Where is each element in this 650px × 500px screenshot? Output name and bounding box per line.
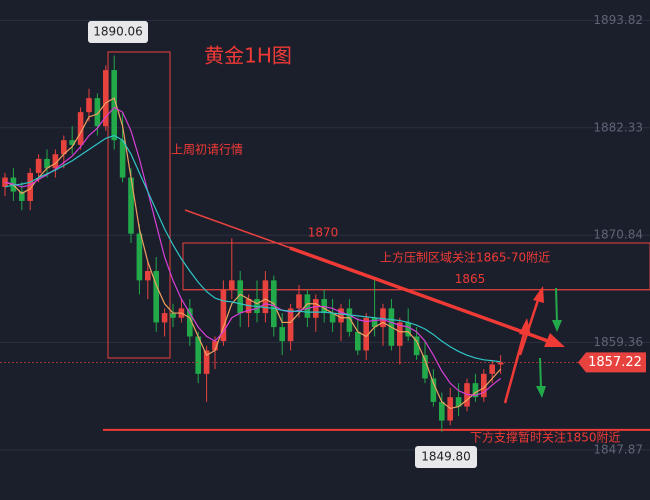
y-tick-label: 1847.87 xyxy=(593,442,643,456)
label-box xyxy=(415,446,477,468)
moving-average xyxy=(4,134,501,363)
arrow-head xyxy=(533,286,544,303)
candle-body xyxy=(455,397,462,407)
y-tick-label: 1870.84 xyxy=(593,228,643,242)
candle-body xyxy=(405,322,411,337)
resistance-label: 1865 xyxy=(455,272,486,286)
candle-body xyxy=(481,373,487,398)
candle-body xyxy=(187,308,193,337)
candle-body xyxy=(262,280,269,314)
y-tick-label: 1893.82 xyxy=(593,13,643,27)
trough-label: 1849.80 xyxy=(421,450,471,464)
price-tag xyxy=(578,352,646,373)
arrow-down xyxy=(555,287,558,323)
candle-body xyxy=(304,294,311,318)
candle-body xyxy=(203,350,210,374)
price-label: 1857.22 xyxy=(588,355,642,370)
candle-body xyxy=(279,327,285,342)
candle-body xyxy=(413,336,420,356)
candle-body xyxy=(145,271,151,281)
y-tick-label: 1859.36 xyxy=(593,335,643,349)
candle-body xyxy=(111,70,117,141)
candle-body xyxy=(212,341,218,351)
candle-body xyxy=(27,172,33,201)
candle-body xyxy=(355,331,361,351)
candle-body xyxy=(422,355,428,379)
candle-body xyxy=(161,313,168,323)
candle-body xyxy=(313,299,319,318)
candle-body xyxy=(472,383,479,398)
arrow-down xyxy=(539,357,542,389)
candle-body xyxy=(237,280,243,314)
candle-body xyxy=(371,317,378,328)
candle-body xyxy=(287,308,294,342)
arrow-head xyxy=(552,320,562,332)
candle-body xyxy=(430,378,437,402)
arrow-head xyxy=(544,333,565,347)
candle-body xyxy=(397,322,403,346)
candle-body xyxy=(439,401,445,421)
chart-title: 黄金1H图 xyxy=(204,44,292,68)
levels: 1870 1865 xyxy=(103,225,650,431)
candle-body xyxy=(77,112,84,145)
arrow-head xyxy=(536,386,546,398)
candle-body xyxy=(52,154,59,169)
candle-body xyxy=(35,158,42,173)
label-box xyxy=(88,21,148,43)
candle-body xyxy=(119,140,126,178)
peak-label: 1890.06 xyxy=(93,25,143,39)
annotation: 上周初请行情 xyxy=(171,143,243,157)
candle-body xyxy=(153,271,159,323)
candle-body xyxy=(44,158,50,169)
arrow-up xyxy=(518,299,540,356)
resistance-label: 1870 xyxy=(308,225,339,239)
candle-body xyxy=(86,98,92,113)
candle-body xyxy=(338,308,344,323)
candle-body xyxy=(69,140,75,145)
candle-body xyxy=(195,336,201,374)
moving-average xyxy=(4,97,502,410)
moving-average xyxy=(4,106,501,396)
candle-body xyxy=(94,98,101,127)
candle-body xyxy=(136,233,143,281)
plot: 1857.22 xyxy=(0,55,646,432)
candle-body xyxy=(229,280,235,290)
candle-body xyxy=(363,317,369,351)
annotation: 上方压制区域关注1865-70附近 xyxy=(380,250,550,265)
y-tick-label: 1882.33 xyxy=(593,120,643,134)
candle-body xyxy=(170,313,176,318)
candle-body xyxy=(380,308,386,328)
highlight-box xyxy=(107,51,171,359)
candle-body xyxy=(296,294,302,309)
candle-body xyxy=(220,289,227,342)
candle-body xyxy=(128,177,134,234)
candle-body xyxy=(329,313,336,323)
arrow-up xyxy=(503,329,527,404)
candle-body xyxy=(61,140,67,155)
trend-line xyxy=(289,246,549,343)
candle-body xyxy=(489,364,495,374)
candle-body xyxy=(497,362,504,365)
candle-body xyxy=(19,191,25,201)
candle-body xyxy=(103,70,109,127)
candle-body xyxy=(346,308,353,332)
annotation: 下方支撑暂时关注1850附近 xyxy=(470,430,621,445)
